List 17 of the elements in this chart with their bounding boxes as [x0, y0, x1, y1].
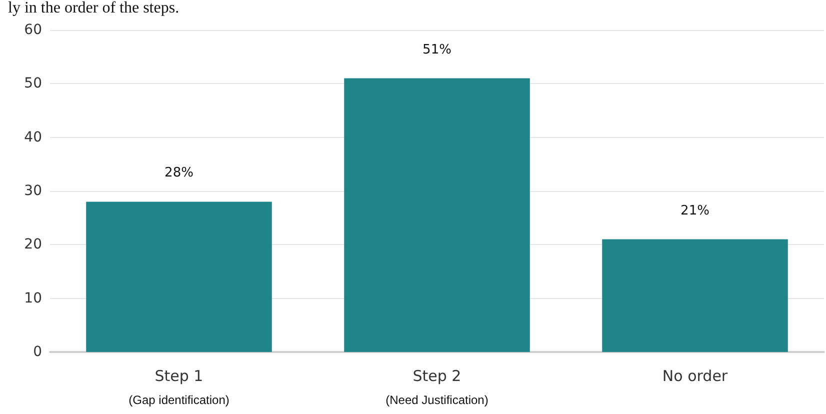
bar	[86, 202, 272, 352]
y-tick-label: 0	[33, 344, 42, 360]
x-tick-label: No order	[662, 367, 728, 385]
y-tick-label: 30	[24, 183, 42, 199]
y-tick-label: 40	[24, 129, 42, 146]
bar	[602, 239, 788, 352]
data-label: 51%	[422, 42, 452, 58]
bar	[344, 78, 530, 352]
y-tick-label: 10	[24, 290, 42, 306]
text: ly in the order of the steps.	[8, 0, 180, 16]
data-label: 21%	[680, 203, 710, 218]
x-tick-label: Step 2 (Need Justification)	[386, 367, 488, 407]
y-tick-label: 60	[24, 22, 42, 38]
x-tick-label: Step 1 (Gap identification)	[128, 367, 230, 407]
y-tick-label: 20	[24, 236, 42, 253]
y-tick-label: 50	[24, 76, 42, 92]
data-label: 28%	[164, 166, 194, 181]
